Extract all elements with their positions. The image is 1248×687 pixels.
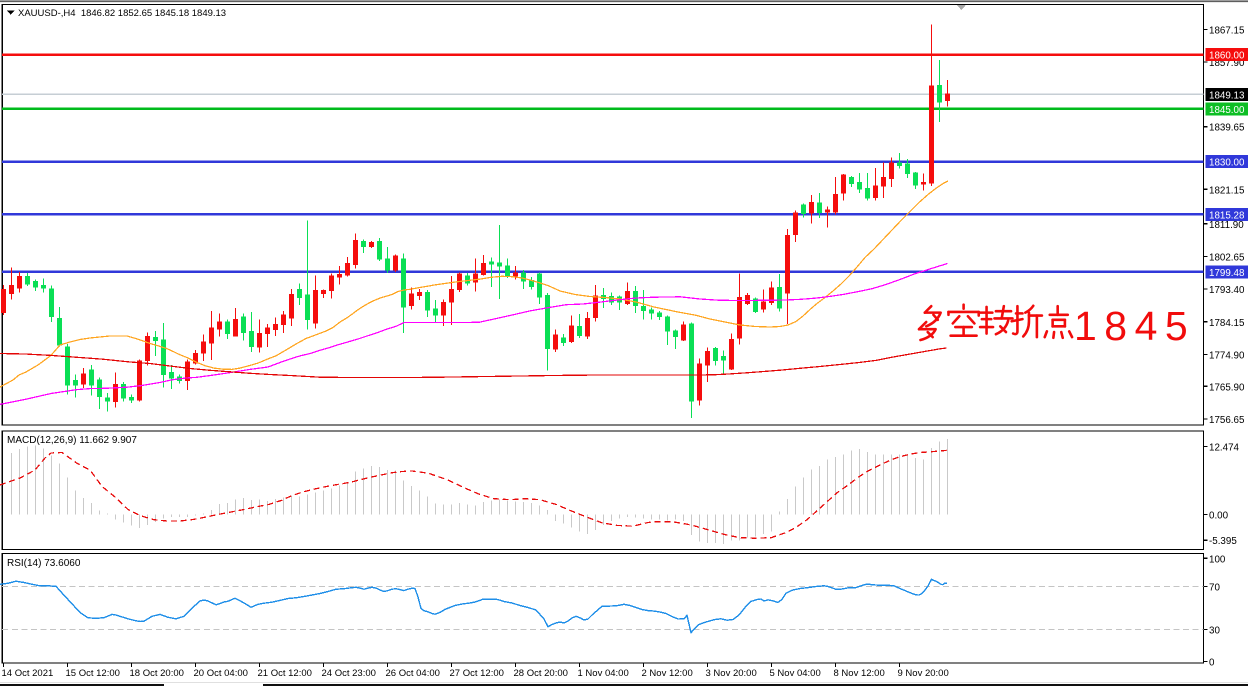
svg-text:15 Oct 12:00: 15 Oct 12:00 xyxy=(66,668,120,679)
svg-text:1774.90: 1774.90 xyxy=(1209,351,1245,362)
svg-text:1 Nov 04:00: 1 Nov 04:00 xyxy=(578,668,629,679)
svg-text:-5.395: -5.395 xyxy=(1209,536,1237,547)
svg-text:1765.90: 1765.90 xyxy=(1209,382,1245,393)
svg-text:RSI(14) 73.6060: RSI(14) 73.6060 xyxy=(7,558,81,569)
svg-text:2 Nov 12:00: 2 Nov 12:00 xyxy=(642,668,693,679)
svg-text:70: 70 xyxy=(1209,582,1220,593)
svg-text:0: 0 xyxy=(1209,658,1215,669)
svg-text:1811.90: 1811.90 xyxy=(1209,220,1244,231)
svg-text:1821.15: 1821.15 xyxy=(1209,185,1245,196)
svg-text:1815.28: 1815.28 xyxy=(1209,210,1245,221)
svg-text:8 Nov 12:00: 8 Nov 12:00 xyxy=(834,668,885,679)
svg-text:1867.15: 1867.15 xyxy=(1209,26,1245,37)
svg-text:1830.00: 1830.00 xyxy=(1209,158,1245,169)
svg-text:MACD(12,26,9) 11.662 9.907: MACD(12,26,9) 11.662 9.907 xyxy=(7,435,137,446)
svg-text:100: 100 xyxy=(1209,554,1226,565)
svg-text:14 Oct 2021: 14 Oct 2021 xyxy=(2,668,54,679)
svg-text:18 Oct 20:00: 18 Oct 20:00 xyxy=(130,668,184,679)
svg-text:5 Nov 04:00: 5 Nov 04:00 xyxy=(770,668,821,679)
svg-text:27 Oct 12:00: 27 Oct 12:00 xyxy=(450,668,504,679)
svg-text:28 Oct 20:00: 28 Oct 20:00 xyxy=(514,668,568,679)
svg-text:20 Oct 04:00: 20 Oct 04:00 xyxy=(194,668,248,679)
svg-text:1799.48: 1799.48 xyxy=(1209,268,1245,279)
svg-text:1849.13: 1849.13 xyxy=(1209,90,1245,101)
svg-text:1857.90: 1857.90 xyxy=(1209,58,1245,69)
svg-text:1793.40: 1793.40 xyxy=(1209,285,1245,296)
svg-text:0.00: 0.00 xyxy=(1209,511,1229,522)
svg-text:26 Oct 04:00: 26 Oct 04:00 xyxy=(386,668,440,679)
svg-text:1756.65: 1756.65 xyxy=(1209,415,1245,426)
svg-text:3 Nov 20:00: 3 Nov 20:00 xyxy=(706,668,757,679)
svg-text:1845.00: 1845.00 xyxy=(1209,105,1245,116)
svg-text:1860.00: 1860.00 xyxy=(1209,51,1245,62)
svg-text:9 Nov 20:00: 9 Nov 20:00 xyxy=(898,668,949,679)
svg-text:1839.65: 1839.65 xyxy=(1209,123,1245,134)
svg-text:XAUUSD-,H4 1846.82 1852.65 18: XAUUSD-,H4 1846.82 1852.65 1845.18 1849.… xyxy=(18,8,226,19)
svg-text:21 Oct 12:00: 21 Oct 12:00 xyxy=(258,668,312,679)
svg-text:24 Oct 23:00: 24 Oct 23:00 xyxy=(322,668,376,679)
svg-text:1784.15: 1784.15 xyxy=(1209,318,1245,329)
svg-text:12.474: 12.474 xyxy=(1209,442,1240,453)
svg-text:30: 30 xyxy=(1209,626,1220,637)
svg-text:1845: 1845 xyxy=(1074,303,1195,349)
svg-text:1802.65: 1802.65 xyxy=(1209,252,1245,263)
